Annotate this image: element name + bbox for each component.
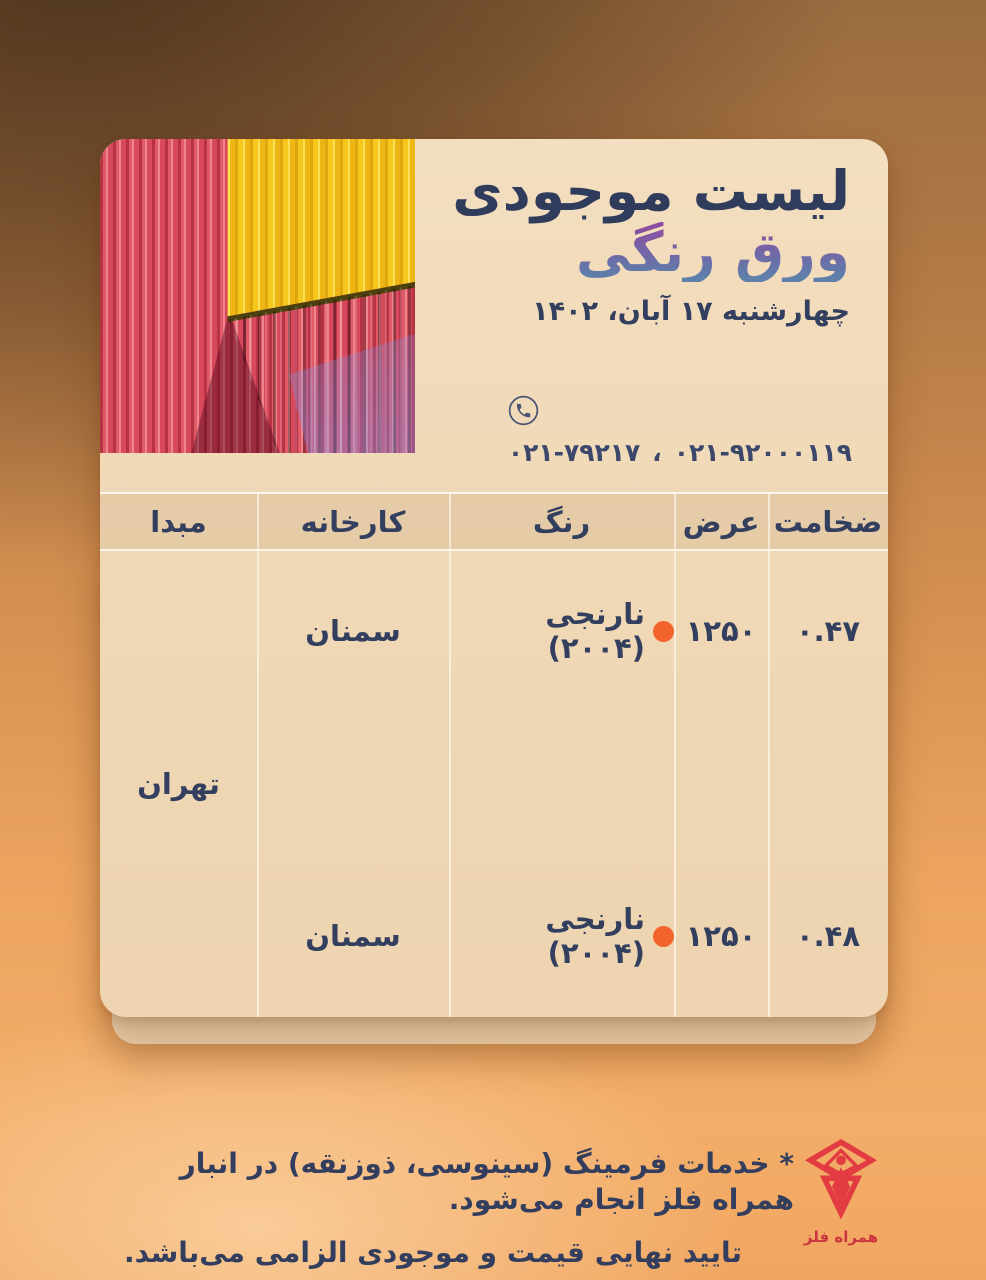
date-text: چهارشنبه ۱۷ آبان، ۱۴۰۲ <box>532 296 850 327</box>
header-cell-factory: کارخانه <box>300 504 406 539</box>
column-divider <box>449 492 451 1017</box>
column-divider <box>674 492 676 1017</box>
header-cell-thickness: ضخامت <box>773 504 883 539</box>
photo-yellow-panel <box>227 139 415 317</box>
note-line-1: * خدمات فرمینگ (سینوسی، ذوزنقه) در انبار… <box>179 1147 794 1217</box>
phone-icon <box>508 395 539 430</box>
contact-block: ۰۲۱-۹۲۰۰۰۱۱۹ ، ۰۲۱-۷۹۲۱۷ <box>508 395 852 467</box>
cell-origin-merged: تهران <box>137 767 220 801</box>
corrugated-sheets-photo <box>100 139 415 453</box>
color-dot <box>653 925 674 947</box>
table-header-band <box>100 492 888 551</box>
cell-color: نارنجی (۲۰۰۴) <box>449 551 674 711</box>
page-title: لیست موجودی ورق رنگی چهارشنبه ۱۷ آبان، ۱… <box>452 159 851 327</box>
content-card: لیست موجودی ورق رنگی چهارشنبه ۱۷ آبان، ۱… <box>100 139 888 1017</box>
cell-thickness: ۰.۴۷ <box>795 614 861 648</box>
logo-icon <box>802 1138 880 1224</box>
color-dot <box>653 620 674 642</box>
cell-thickness: ۰.۴۸ <box>795 919 861 953</box>
phone-separator: ، <box>652 438 662 467</box>
color-label: نارنجی (۲۰۰۴) <box>545 597 645 665</box>
cell-factory: سمنان <box>305 919 401 953</box>
phone-number-1: ۰۲۱-۹۲۰۰۰۱۱۹ <box>673 438 852 467</box>
column-divider <box>768 492 770 1017</box>
cell-color: نارنجی (۲۰۰۴) <box>449 855 674 1017</box>
title-line-1: لیست موجودی <box>452 159 851 223</box>
header-cell-width: عرض <box>682 504 760 539</box>
cell-width: ۱۲۵۰ <box>685 919 757 953</box>
inventory-table: ضخامت عرض رنگ کارخانه مبدا ۰.۴۷ ۱۲۵۰ نار… <box>100 492 888 1017</box>
company-logo: همراه فلز <box>794 1138 888 1246</box>
cell-width: ۱۲۵۰ <box>685 614 757 648</box>
footer-note: * خدمات فرمینگ (سینوسی، ذوزنقه) در انبار… <box>100 1138 794 1271</box>
column-divider <box>257 492 259 1017</box>
note-line-2: تایید نهایی قیمت و موجودی الزامی می‌باشد… <box>123 1235 742 1269</box>
phone-numbers: ۰۲۱-۹۲۰۰۰۱۱۹ ، ۰۲۱-۷۹۲۱۷ <box>508 438 852 467</box>
logo-caption: همراه فلز <box>803 1228 879 1246</box>
color-label: نارنجی (۲۰۰۴) <box>545 902 645 970</box>
phone-number-2: ۰۲۱-۷۹۲۱۷ <box>507 438 641 467</box>
footer: همراه فلز * خدمات فرمینگ (سینوسی، ذوزنقه… <box>100 1138 888 1271</box>
table-body: ۰.۴۷ ۱۲۵۰ نارنجی (۲۰۰۴) سمنان تهران ۰.۴۸… <box>100 551 888 1017</box>
table-header: ضخامت عرض رنگ کارخانه مبدا <box>100 492 888 551</box>
header-cell-color: رنگ <box>532 504 591 539</box>
header-cell-origin: مبدا <box>150 504 207 539</box>
cell-factory: سمنان <box>305 614 401 648</box>
title-line-2: ورق رنگی <box>452 221 851 283</box>
